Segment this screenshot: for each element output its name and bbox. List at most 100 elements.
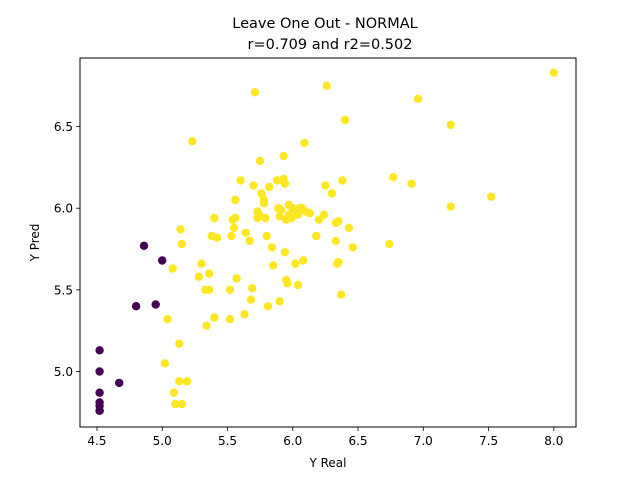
data-point <box>257 189 266 198</box>
data-point <box>275 297 284 306</box>
data-point <box>446 202 455 211</box>
data-point <box>210 313 219 322</box>
x-tick-label: 5.0 <box>153 434 172 448</box>
data-point <box>246 295 256 304</box>
data-point <box>249 181 258 190</box>
data-point <box>300 138 309 148</box>
data-point <box>177 399 186 409</box>
data-point <box>305 208 314 218</box>
data-point <box>293 210 303 219</box>
y-tick-label: 6.5 <box>54 120 73 134</box>
x-tick-label: 4.5 <box>87 434 106 448</box>
data-point <box>163 315 172 324</box>
data-point <box>299 256 308 265</box>
data-point <box>280 248 290 257</box>
chart-title-line-2: r=0.709 and r2=0.502 <box>248 37 413 53</box>
data-point <box>280 179 290 188</box>
data-point <box>340 115 350 125</box>
data-point <box>338 176 347 185</box>
data-point <box>322 81 331 91</box>
data-point <box>236 176 245 185</box>
x-tick-label: 6.0 <box>283 434 302 448</box>
data-point <box>549 68 558 77</box>
data-point <box>248 284 257 293</box>
data-point <box>275 212 284 221</box>
data-point <box>229 223 239 232</box>
data-point <box>131 302 141 311</box>
y-axis-label: Y Pred <box>28 224 42 263</box>
x-tick-label: 6.5 <box>348 434 367 448</box>
data-point <box>334 217 343 226</box>
x-axis-label: Y Real <box>308 456 346 470</box>
data-point <box>210 213 219 223</box>
data-point <box>312 231 321 241</box>
data-point <box>321 181 330 190</box>
data-point <box>205 269 214 278</box>
data-point <box>182 377 192 386</box>
data-point <box>245 236 254 246</box>
data-point <box>385 239 394 249</box>
data-point <box>95 406 104 415</box>
data-point <box>276 205 286 214</box>
data-point <box>267 243 277 252</box>
data-point <box>262 231 271 241</box>
x-axis-ticks: 4.5 5.0 5.5 6.0 6.5 7.0 7.5 8.0 <box>87 427 563 448</box>
y-tick-label: 5.0 <box>54 365 73 379</box>
data-point <box>255 156 265 166</box>
scatter-points <box>95 68 558 415</box>
x-tick-label: 5.5 <box>218 434 237 448</box>
data-point <box>348 243 357 252</box>
data-point <box>176 225 185 234</box>
data-point <box>188 137 197 146</box>
x-tick-label: 8.0 <box>544 434 563 448</box>
data-point <box>279 151 288 161</box>
data-point <box>168 264 177 273</box>
data-point <box>240 310 249 319</box>
plot-frame <box>79 57 577 428</box>
data-point <box>225 315 235 324</box>
data-point <box>225 285 235 294</box>
data-point <box>232 274 241 283</box>
y-tick-label: 5.5 <box>54 283 73 297</box>
data-point <box>336 290 346 299</box>
x-tick-label: 7.0 <box>414 434 433 448</box>
data-point <box>334 257 343 267</box>
data-point <box>446 120 455 130</box>
data-point <box>254 210 263 219</box>
data-point <box>344 223 354 232</box>
data-point <box>115 378 124 388</box>
data-point <box>95 346 104 355</box>
data-point <box>205 285 214 294</box>
data-point <box>227 231 236 241</box>
data-point <box>151 300 160 309</box>
data-point <box>291 259 300 268</box>
data-point <box>413 94 423 104</box>
data-point <box>202 321 211 330</box>
data-point <box>269 261 278 270</box>
data-point <box>487 192 496 201</box>
data-point <box>95 367 104 376</box>
y-tick-label: 6.0 <box>54 202 73 216</box>
data-point <box>259 199 269 208</box>
data-point <box>407 179 416 188</box>
data-point <box>283 279 292 288</box>
data-point <box>250 88 260 97</box>
data-point <box>331 236 340 246</box>
data-point <box>389 173 398 182</box>
data-point <box>169 388 179 397</box>
data-point <box>319 210 329 219</box>
data-point <box>194 272 203 281</box>
data-point <box>175 377 184 386</box>
data-point <box>261 213 270 223</box>
data-point <box>197 259 206 268</box>
data-point <box>171 399 180 409</box>
data-point <box>263 302 273 311</box>
data-point <box>212 233 222 242</box>
data-point <box>158 256 167 265</box>
data-point <box>95 388 104 397</box>
data-point <box>287 213 296 223</box>
data-point <box>327 189 337 198</box>
data-point <box>231 195 240 205</box>
data-point <box>139 241 149 250</box>
